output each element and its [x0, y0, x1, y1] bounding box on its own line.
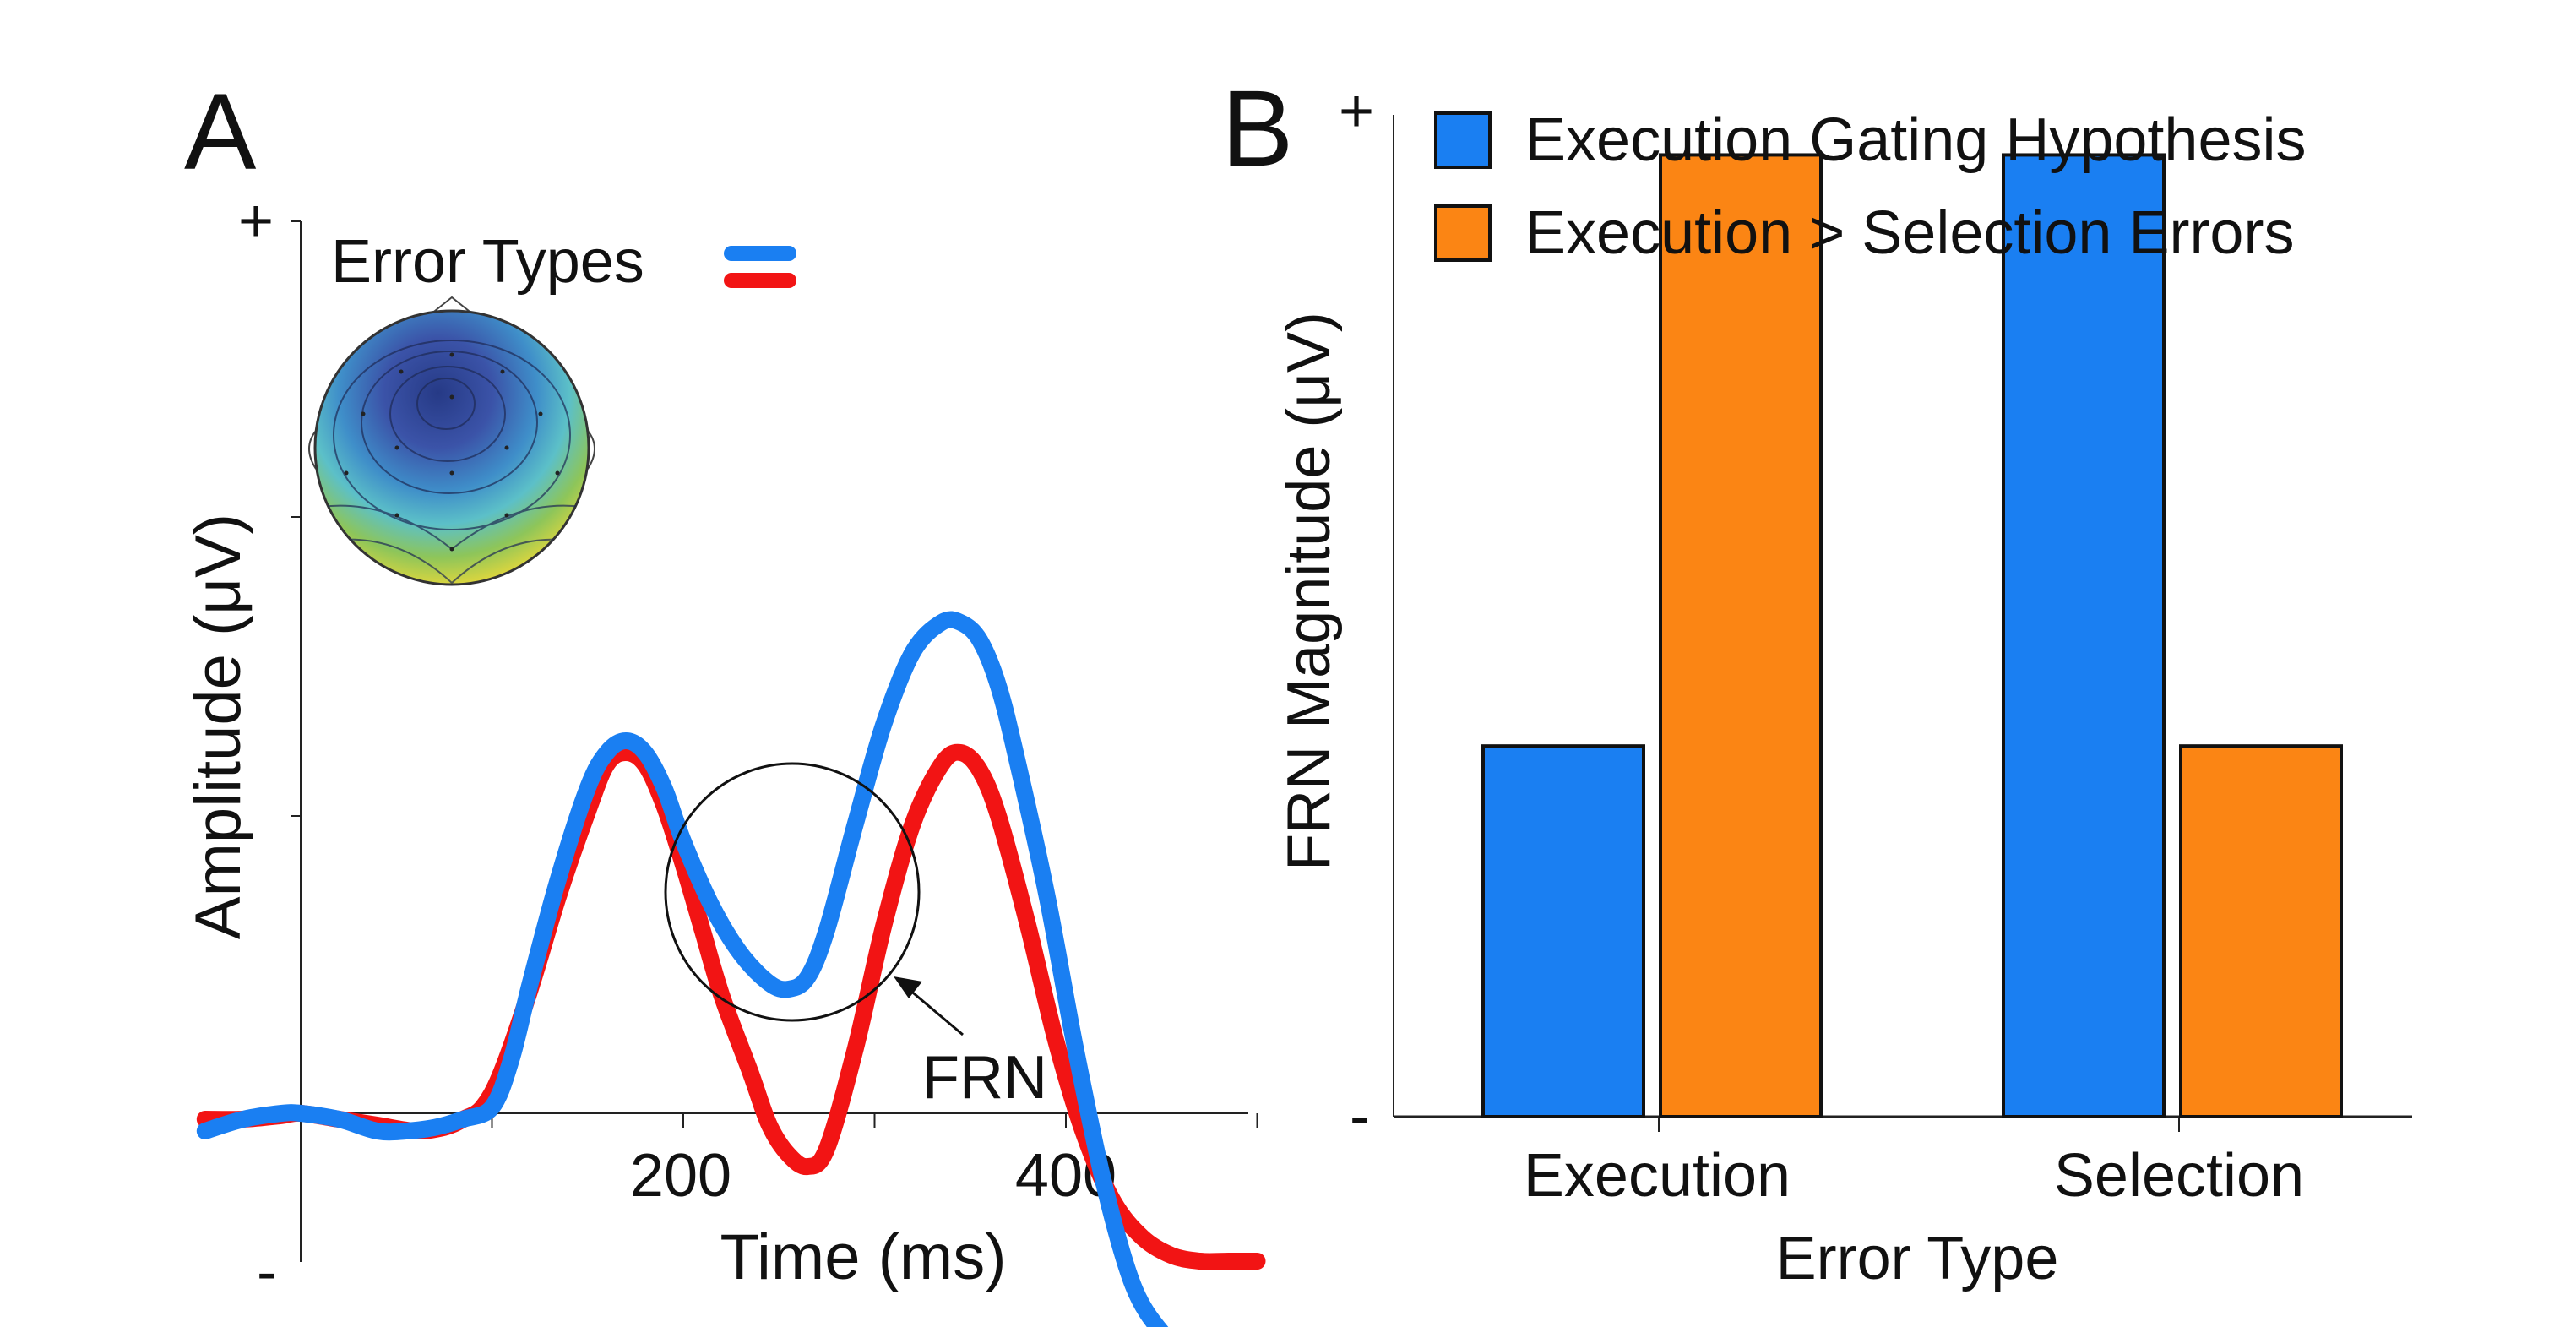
panel-a-legend-title: Error Types [331, 228, 644, 296]
panel-a-xtick-label-200: 200 [630, 1142, 731, 1210]
panel-b-bars [1483, 155, 2341, 1117]
panel-b-y-axis-label: FRN Magnitude (μV) [1275, 312, 1343, 871]
bar-execution-orange [1660, 155, 1821, 1117]
scalp-topography [309, 297, 595, 585]
frn-arrow-head [894, 976, 922, 998]
panel-a-label: A [184, 72, 257, 193]
panel-b-legend-swatch-blue [1436, 113, 1490, 167]
panel-b-y-minus: - [1350, 1083, 1370, 1150]
panel-b-y-plus: + [1339, 78, 1374, 145]
bar-execution-blue [1483, 746, 1644, 1117]
panel-b-legend-label-blue: Execution Gating Hypothesis [1525, 106, 2307, 174]
panel-b-legend-label-orange: Execution > Selection Errors [1525, 199, 2294, 267]
bar-selection-blue [2003, 155, 2164, 1117]
panel-b-x-axis-label: Error Type [1776, 1225, 2059, 1292]
panel-b-label: B [1221, 68, 1293, 189]
panel-a-y-minus: - [257, 1238, 277, 1306]
panel-b-category-selection: Selection [2054, 1142, 2304, 1210]
panel-b-legend-swatch-orange [1436, 206, 1490, 260]
panel-b-category-execution: Execution [1524, 1142, 1791, 1210]
panel-a-y-plus: + [238, 188, 274, 255]
panel-b: B + - Execution Selection Error Type FRN… [1221, 68, 2412, 1292]
panel-a-y-axis-label: Amplitude (μV) [182, 514, 254, 939]
panel-a: A + - 200 400 Time (ms) Amplitude (μV) [182, 72, 1258, 1327]
bar-selection-orange [2181, 746, 2341, 1117]
frn-label: FRN [922, 1044, 1047, 1112]
panel-a-x-axis-label: Time (ms) [720, 1221, 1006, 1293]
